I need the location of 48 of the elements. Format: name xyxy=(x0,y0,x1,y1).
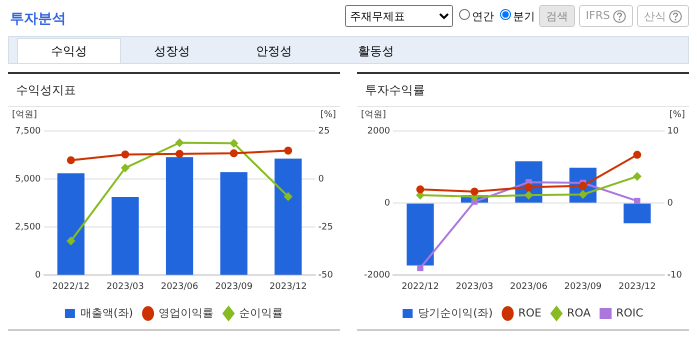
y2-tick-label: 10 xyxy=(667,126,680,136)
text: 분기 xyxy=(512,8,535,24)
text: 성장성 xyxy=(153,43,191,60)
y2-tick-label: 25 xyxy=(318,126,330,136)
x-tick-label: 2023/03 xyxy=(106,282,144,292)
text: IFRS xyxy=(578,5,633,27)
legend-label: ROIC xyxy=(616,306,644,320)
x-tick-label: 2022/12 xyxy=(52,282,90,292)
legend-label: 영업이익률 xyxy=(158,306,214,320)
chart-title: 수익성지표 xyxy=(8,74,340,107)
text: 수익성 xyxy=(17,38,121,63)
text: 검색 xyxy=(538,5,575,27)
legend-label: 매출액(좌) xyxy=(80,306,134,320)
x-tick-label: 2022/12 xyxy=(402,282,439,292)
text: 안정성 xyxy=(255,43,293,60)
y-axis-title: [억원] xyxy=(361,110,386,120)
y-axis-title: [억원] xyxy=(12,110,38,120)
y-tick-label: -2000 xyxy=(364,270,390,281)
y-tick-label: 0 xyxy=(35,270,42,281)
legend-label: ROE xyxy=(518,306,542,320)
y2-axis-title: [%] xyxy=(669,110,685,120)
y2-tick-label: 0 xyxy=(667,198,674,208)
y2-tick-label: -10 xyxy=(667,270,682,281)
legend-label: ROA xyxy=(566,306,592,320)
x-tick-label: 2023/09 xyxy=(215,282,253,292)
x-tick-label: 2023/06 xyxy=(160,282,198,292)
text: 주재무제표 xyxy=(344,5,453,27)
legend-label: 당기순이익(좌) xyxy=(418,306,493,320)
text: 활동성 xyxy=(357,43,395,60)
x-tick-label: 2023/03 xyxy=(456,282,494,292)
text: 투자분석 xyxy=(9,10,67,28)
text: 산식 xyxy=(637,5,689,27)
x-tick-label: 2023/12 xyxy=(269,282,307,292)
y-tick-label: 2,500 xyxy=(15,222,42,232)
chart-title: 투자수익률 xyxy=(357,74,689,107)
y-tick-label: 2000 xyxy=(367,126,390,136)
y-tick-label: 7,500 xyxy=(15,126,42,136)
y2-tick-label: 0 xyxy=(318,174,324,184)
text: 연간 xyxy=(470,8,494,24)
y-tick-label: 0 xyxy=(384,198,390,208)
y2-axis-title: [%] xyxy=(320,110,336,120)
y2-tick-label: -25 xyxy=(318,222,334,232)
x-tick-label: 2023/09 xyxy=(564,282,602,292)
y2-tick-label: -50 xyxy=(318,270,334,281)
x-tick-label: 2023/12 xyxy=(618,282,656,292)
legend-label: 순이익률 xyxy=(239,306,284,320)
x-tick-label: 2023/06 xyxy=(510,282,548,292)
y-tick-label: 5,000 xyxy=(15,174,42,184)
